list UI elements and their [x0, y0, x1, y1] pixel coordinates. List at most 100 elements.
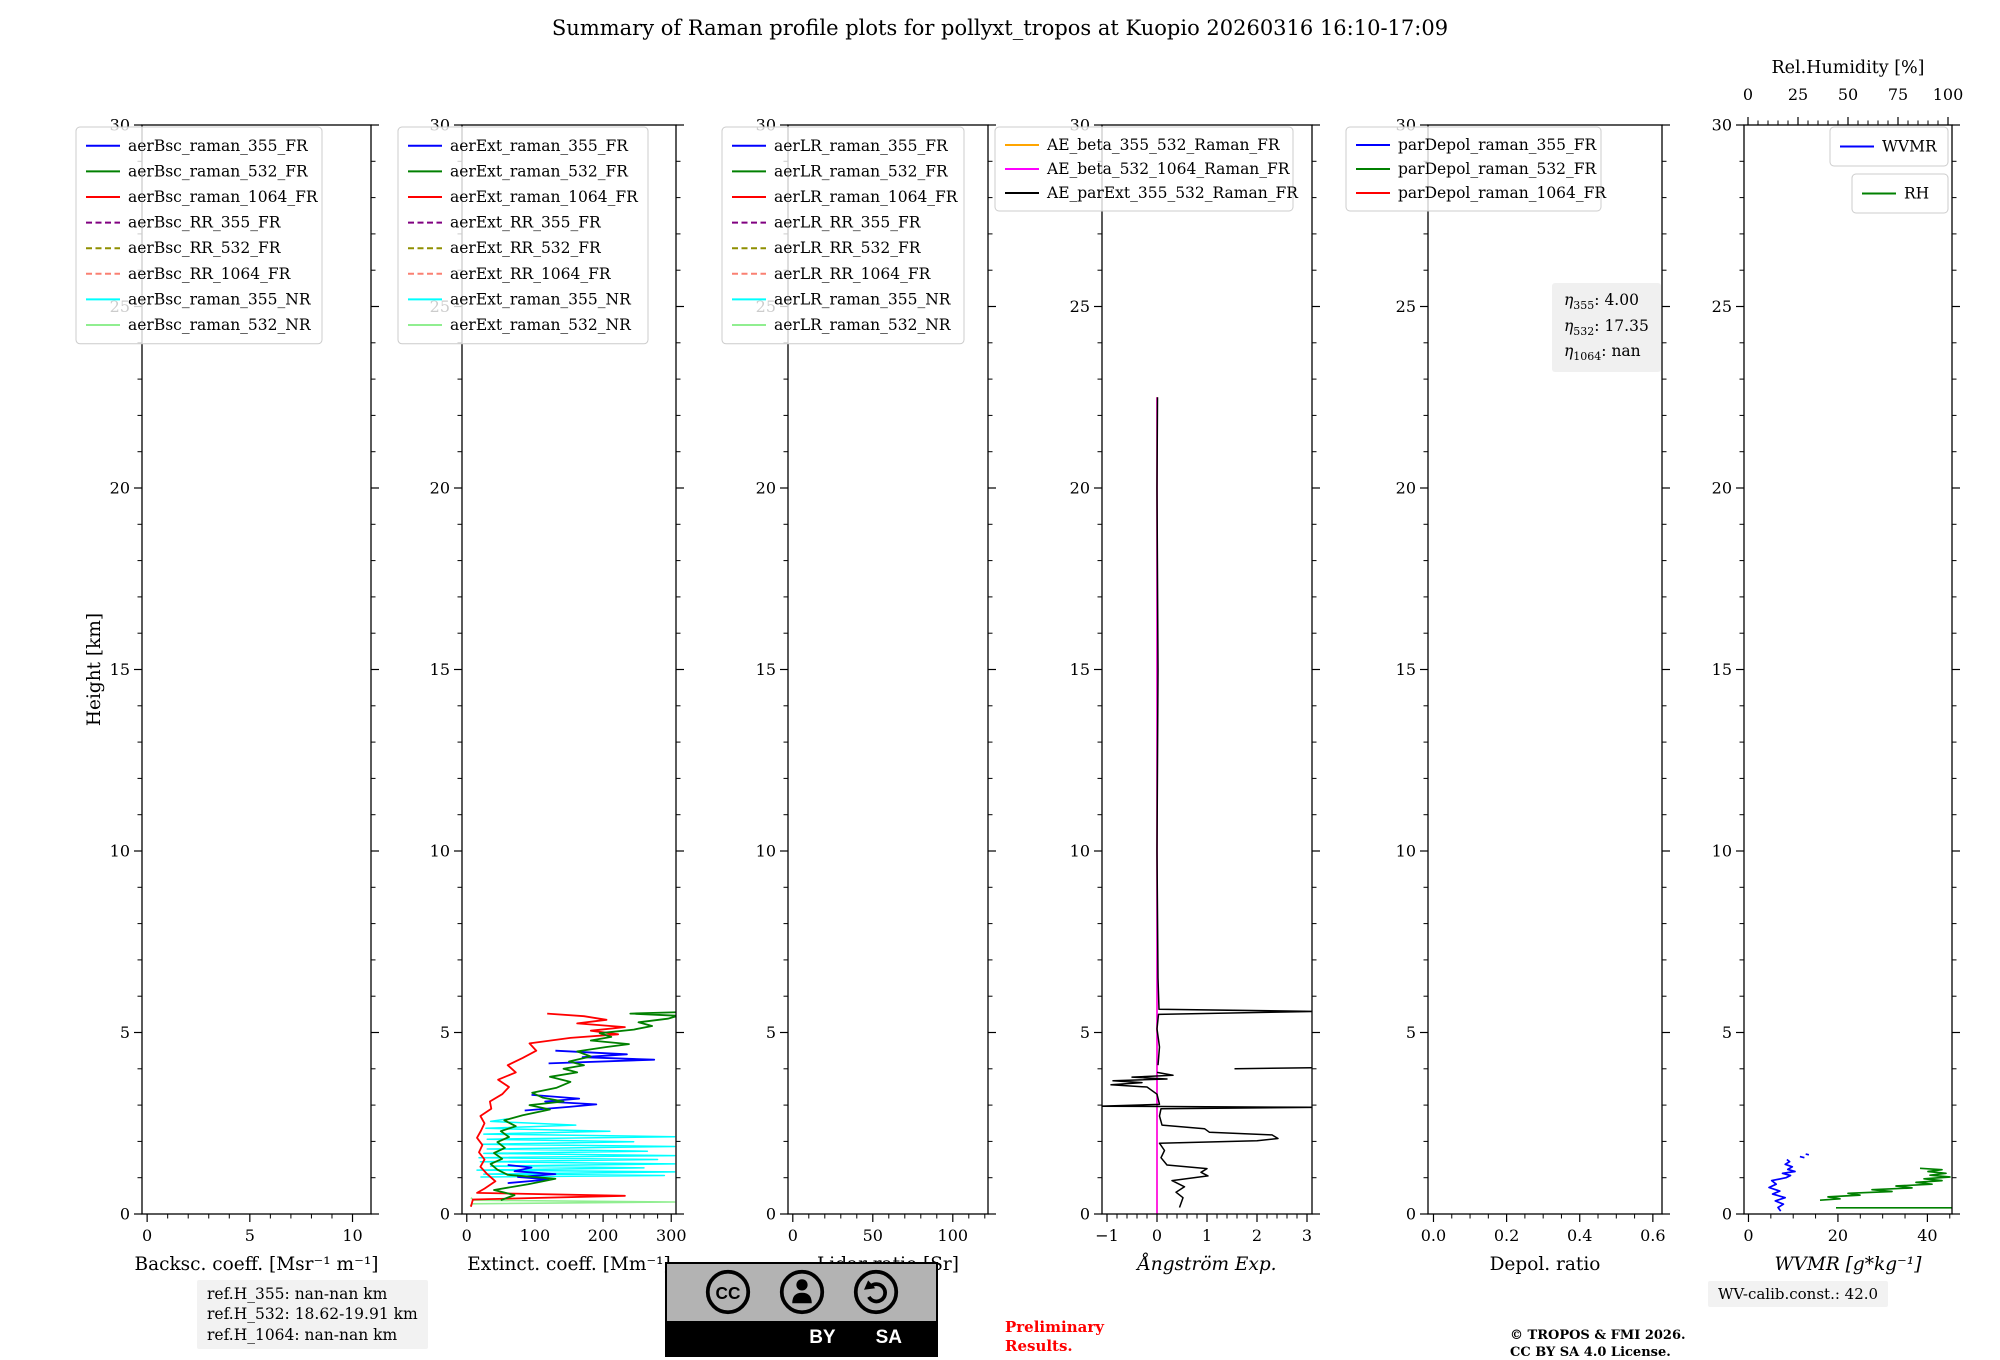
- x-tick-label: 300: [656, 1226, 687, 1245]
- x-tick-label: 100: [938, 1226, 969, 1245]
- y-tick-label: 25: [1396, 297, 1416, 316]
- cc-by-label: BY: [809, 1327, 836, 1348]
- x-axis-label: WVMR [g*kg⁻¹]: [1775, 1254, 1923, 1275]
- cc-icons-row: CC: [667, 1264, 936, 1321]
- legend-label: WVMR: [1882, 138, 1938, 156]
- y-tick-label: 10: [1070, 842, 1090, 861]
- x-tick-label: 0: [462, 1226, 472, 1245]
- legend-label: aerExt_raman_355_NR: [450, 290, 632, 308]
- legend-label: aerBsc_raman_1064_FR: [128, 188, 319, 206]
- x-tick-label: 0: [142, 1226, 152, 1245]
- figure-title: Summary of Raman profile plots for polly…: [551, 16, 1449, 40]
- y-tick-label: 0: [440, 1205, 450, 1224]
- legend-label: aerExt_raman_355_FR: [450, 137, 629, 155]
- y-tick-label: 0: [1080, 1205, 1090, 1224]
- x-tick-label: 0: [788, 1226, 798, 1245]
- x-tick-label: 10: [342, 1226, 362, 1245]
- preliminary-results-note: Preliminary Results.: [1005, 1318, 1104, 1355]
- panel-extinction: 0510152025300100200300Extinct. coeff. [M…: [397, 116, 687, 1275]
- y-tick-label: 15: [1712, 660, 1732, 679]
- x-tick-label: 20: [1828, 1226, 1848, 1245]
- panel-wvmr: 0 5 10 15 20 25 30 0 20 40 0 25 50 75 100 Rel.Humidity …: [1712, 58, 1964, 1275]
- top-axis-label: Rel.Humidity [%]: [1772, 58, 1925, 78]
- legend-label: aerBsc_RR_355_FR: [128, 214, 282, 232]
- cc-license-badge: CC BY SA: [665, 1262, 938, 1357]
- ref-height-532: ref.H_532: 18.62-19.91 km: [207, 1305, 418, 1324]
- legend-label: aerBsc_raman_532_NR: [128, 316, 312, 334]
- copyright-note: © TROPOS & FMI 2026. CC BY SA 4.0 Licens…: [1510, 1328, 1686, 1360]
- eta-row-355: η355: 4.00: [1564, 291, 1639, 313]
- y-tick-label: 5: [766, 1023, 776, 1042]
- legend-label: AE_beta_355_532_Raman_FR: [1046, 136, 1281, 154]
- legend-label: aerExt_RR_532_FR: [450, 239, 602, 257]
- series-layer: [1102, 397, 1312, 1214]
- legend-box: [721, 126, 965, 345]
- y-tick-label: 15: [1396, 660, 1416, 679]
- series-aerExt_raman_355_NR: [476, 1118, 676, 1178]
- reference-heights-box: ref.H_355: nan-nan km ref.H_532: 18.62-1…: [197, 1280, 428, 1350]
- x-tick-label: 0.0: [1421, 1226, 1446, 1245]
- top-tick-label: 100: [1933, 85, 1964, 104]
- legend-label: aerBsc_RR_532_FR: [128, 239, 282, 257]
- y-tick-label: 10: [1396, 842, 1416, 861]
- x-tick-label: 5: [245, 1226, 255, 1245]
- y-tick-label: 10: [756, 842, 776, 861]
- y-tick-label: 20: [756, 479, 776, 498]
- legend-box: [994, 126, 1294, 212]
- wv-calib-note: WV-calib.const.: 42.0: [1708, 1281, 1889, 1307]
- y-tick-label: 15: [756, 660, 776, 679]
- y-tick-label: 5: [1722, 1023, 1732, 1042]
- legend-label: aerLR_RR_355_FR: [774, 214, 922, 232]
- eta-row-1064: η1064: nan: [1564, 342, 1641, 364]
- x-tick-label: 0.6: [1640, 1226, 1665, 1245]
- x-tick-label: 0.4: [1567, 1226, 1592, 1245]
- legend-label: aerLR_raman_532_FR: [774, 162, 949, 180]
- y-tick-label: 15: [430, 660, 450, 679]
- y-axis-label: Height [km]: [84, 613, 105, 726]
- series-layer: [1768, 1153, 1952, 1212]
- panel-backscatter: 0510152025300510Backsc. coeff. [Msr⁻¹ m⁻…: [75, 116, 379, 1275]
- axes-frame: [1101, 124, 1313, 1215]
- y-tick-label: 15: [1070, 660, 1090, 679]
- x-tick-label: 2: [1252, 1226, 1262, 1245]
- cc-attribution-person-icon: [778, 1268, 826, 1320]
- legend-label: aerLR_raman_532_NR: [774, 316, 952, 334]
- legend-box: [1851, 173, 1949, 214]
- y-tick-label: 5: [1080, 1023, 1090, 1042]
- legend-label: aerBsc_raman_532_FR: [128, 162, 309, 180]
- legend-box: [1345, 126, 1602, 212]
- y-tick-label: 5: [1406, 1023, 1416, 1042]
- y-tick-label: 10: [430, 842, 450, 861]
- x-axis-label: Depol. ratio: [1490, 1254, 1601, 1275]
- y-tick-label: 0: [1406, 1205, 1416, 1224]
- legend-box: [397, 126, 649, 345]
- legend-label: aerExt_RR_1064_FR: [450, 265, 612, 283]
- series-layer: [469, 1011, 676, 1207]
- legend-label: aerLR_raman_355_NR: [774, 290, 952, 308]
- y-tick-label: 10: [1712, 842, 1732, 861]
- y-tick-label: 10: [110, 842, 130, 861]
- legend-label: aerBsc_raman_355_FR: [128, 137, 309, 155]
- legend-label: aerExt_raman_532_FR: [450, 162, 629, 180]
- top-tick-label: 0: [1743, 85, 1753, 104]
- y-tick-label: 25: [1070, 297, 1090, 316]
- x-tick-label: 40: [1917, 1226, 1937, 1245]
- series-aerExt_raman_1064_FR: [470, 1012, 626, 1207]
- series-WVMR: [1768, 1153, 1810, 1212]
- legend-label: RH: [1904, 185, 1929, 203]
- legend-box: [1829, 126, 1949, 167]
- y-tick-label: 5: [440, 1023, 450, 1042]
- legend-label: aerLR_raman_355_FR: [774, 137, 949, 155]
- series-RH: [1819, 1167, 1952, 1209]
- legend-label: aerLR_raman_1064_FR: [774, 188, 959, 206]
- y-tick-label: 20: [1070, 479, 1090, 498]
- legend-label: aerBsc_raman_355_NR: [128, 290, 312, 308]
- y-tick-label: 0: [120, 1205, 130, 1224]
- legend-label: aerBsc_RR_1064_FR: [128, 265, 292, 283]
- legend-label: parDepol_raman_1064_FR: [1398, 184, 1607, 202]
- legend-label: aerLR_RR_1064_FR: [774, 265, 932, 283]
- panel-lidar-ratio: 051015202530050100Lidar ratio [Sr]aerLR_…: [721, 116, 996, 1275]
